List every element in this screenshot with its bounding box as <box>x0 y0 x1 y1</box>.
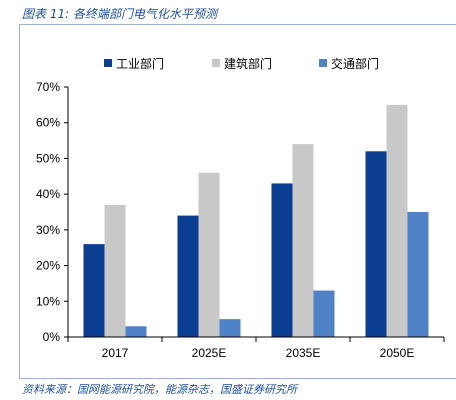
legend-label: 交通部门 <box>331 56 379 71</box>
x-tick-label: 2050E <box>380 346 415 360</box>
bar-2025E-建筑部门 <box>198 172 220 337</box>
chart-legend: 工业部门 建筑部门 交通部门 <box>104 56 379 71</box>
bar-2025E-工业部门 <box>177 215 199 337</box>
x-tick-label: 2017 <box>102 346 129 360</box>
x-tick-label: 2025E <box>192 346 227 360</box>
bar-2017-交通部门 <box>125 326 147 337</box>
bar-chart: 工业部门 建筑部门 交通部门 0% 10% 20% 30% 40% 50% 60% 70% 201… <box>36 56 445 360</box>
legend-label: 建筑部门 <box>224 56 272 71</box>
top-rule <box>20 24 456 25</box>
y-axis: 0% 10% 20% 30% 40% 50% 60% 70% <box>36 80 69 344</box>
source-note: 资料来源：国网能源研究院，能源杂志，国盛证券研究所 <box>22 383 297 396</box>
bar-2025E-交通部门 <box>219 319 241 337</box>
bar-2050E-工业部门 <box>365 151 387 337</box>
y-tick-label: 0% <box>43 330 61 344</box>
y-tick-label: 50% <box>36 151 60 165</box>
left-rule <box>19 24 20 379</box>
legend-swatch <box>212 59 220 67</box>
x-tick-label: 2035E <box>286 346 321 360</box>
legend-swatch <box>319 59 327 67</box>
y-tick-label: 70% <box>36 80 60 94</box>
bar-2017-工业部门 <box>83 244 105 337</box>
bar-2017-建筑部门 <box>104 204 126 337</box>
y-tick-label: 20% <box>36 259 60 273</box>
legend-label: 工业部门 <box>116 56 164 71</box>
y-tick-label: 60% <box>36 116 60 130</box>
figure-title: 图表 11: 各终端部门电气化水平预测 <box>22 7 217 21</box>
bar-2035E-工业部门 <box>271 183 293 337</box>
bar-2050E-建筑部门 <box>386 104 408 337</box>
legend-swatch <box>104 59 112 67</box>
y-tick-label: 10% <box>36 294 60 308</box>
bar-2050E-交通部门 <box>407 212 429 337</box>
bar-2035E-交通部门 <box>313 290 335 337</box>
y-tick-label: 30% <box>36 223 60 237</box>
y-tick-label: 40% <box>36 187 60 201</box>
bar-2035E-建筑部门 <box>292 144 314 337</box>
bottom-rule <box>20 378 456 379</box>
bars <box>83 104 429 337</box>
x-axis: 2017 2025E 2035E 2050E <box>67 336 445 360</box>
